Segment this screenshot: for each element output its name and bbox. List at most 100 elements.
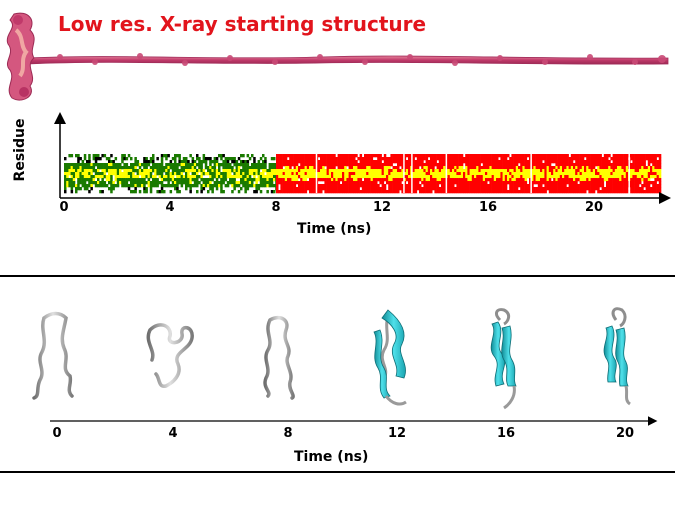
heatmap-cell-red xyxy=(458,181,462,185)
heatmap-cell-red xyxy=(619,190,622,194)
heatmap-cell-yellow xyxy=(416,172,420,176)
heatmap-cell-red xyxy=(650,169,653,173)
heatmap-cell-red xyxy=(520,163,523,167)
heatmap-cell-yellow xyxy=(513,172,517,176)
heatmap-cell-yellow xyxy=(586,172,589,176)
heatmap-cell-yellow xyxy=(284,178,288,182)
heatmap-cell-yellow xyxy=(606,175,609,179)
heatmap-cell-red xyxy=(476,190,479,194)
heatmap-cell-yellow xyxy=(434,169,437,173)
heatmap-cell-red xyxy=(427,181,431,185)
heatmap-cell-green xyxy=(68,154,71,158)
heatmap-cell-green xyxy=(145,157,148,161)
heatmap-cell-red xyxy=(551,172,554,176)
heatmap-cell-red xyxy=(348,163,352,167)
heatmap-cell-red xyxy=(619,157,622,161)
heatmap-cell-red xyxy=(513,169,517,173)
heatmap-cell-yellow xyxy=(182,163,186,167)
heatmap-cell-red xyxy=(342,178,345,182)
heatmap-cell-green xyxy=(99,181,102,185)
heatmap-cell-red xyxy=(522,154,525,158)
heatmap-cell-green xyxy=(116,163,120,167)
heatmap-cell-red xyxy=(287,178,290,182)
heatmap-cell-green xyxy=(138,166,142,170)
heatmap-cell-yellow xyxy=(86,169,89,173)
heatmap-cell-green xyxy=(266,181,269,185)
heatmap-cell-green xyxy=(127,172,131,176)
heatmap-cell-red xyxy=(317,154,321,158)
heatmap-cell-yellow xyxy=(66,175,69,179)
heatmap-cell-yellow xyxy=(496,169,499,173)
heatmap-cell-red xyxy=(573,166,576,170)
heatmap-cell-yellow xyxy=(548,175,552,179)
heatmap-cell-green xyxy=(145,163,148,167)
heatmap-cell-yellow xyxy=(233,169,236,173)
heatmap-cell-red xyxy=(562,169,565,173)
heatmap-cell-yellow xyxy=(255,172,258,176)
heatmap-cell-red xyxy=(601,160,605,164)
heatmap-cell-green xyxy=(121,181,124,185)
heatmap-cell-red xyxy=(320,163,323,167)
heatmap-cell-red xyxy=(425,184,429,188)
heatmap-cell-red xyxy=(579,163,583,167)
heatmap-cell-red xyxy=(568,166,572,170)
heatmap-cell-red xyxy=(432,169,435,173)
heatmap-cell-red xyxy=(636,169,640,173)
heatmap-cell-red xyxy=(425,172,429,176)
heatmap-cell-yellow xyxy=(132,175,135,179)
heatmap-cell-green xyxy=(81,169,85,173)
heatmap-cell-red xyxy=(394,160,398,164)
heatmap-cell-red xyxy=(381,166,385,170)
snapshot-tick-20: 20 xyxy=(615,426,635,441)
heatmap-cell-yellow xyxy=(619,166,622,170)
heatmap-cell-red xyxy=(570,178,574,182)
heatmap-cell-red xyxy=(592,160,596,164)
heatmap-cell-red xyxy=(322,154,325,158)
heatmap-cell-green xyxy=(264,184,267,188)
heatmap-cell-red xyxy=(280,181,283,185)
heatmap-cell-red xyxy=(498,184,501,188)
heatmap-cell-red xyxy=(403,181,407,185)
heatmap-cell-red xyxy=(368,184,371,188)
heatmap-cell-red xyxy=(346,154,349,158)
heatmap-cell-red xyxy=(311,163,314,167)
heatmap-cell-yellow xyxy=(603,172,607,176)
heatmap-cell-red xyxy=(377,163,380,167)
heatmap-cell-red xyxy=(355,184,358,188)
heatmap-cell-green xyxy=(70,184,74,188)
heatmap-cell-red xyxy=(623,166,627,170)
heatmap-cell-yellow xyxy=(403,178,407,182)
heatmap-cell-yellow xyxy=(337,169,341,173)
heatmap-cell-red xyxy=(357,166,360,170)
heatmap-cell-green xyxy=(178,154,181,158)
heatmap-cell-red xyxy=(397,166,400,170)
heatmap-cell-green xyxy=(141,169,144,173)
heatmap-cell-red xyxy=(617,190,620,194)
heatmap-cell-red xyxy=(339,178,343,182)
heatmap-cell-red xyxy=(293,190,297,194)
heatmap-cell-yellow xyxy=(136,175,140,179)
heatmap-cell-red xyxy=(313,178,316,182)
heatmap-cell-black xyxy=(191,160,195,164)
heatmap-cell-red xyxy=(293,160,297,164)
heatmap-cell-red xyxy=(656,178,660,182)
heatmap-cell-yellow xyxy=(361,169,365,173)
heatmap-cell-black xyxy=(94,157,98,161)
heatmap-cell-yellow xyxy=(443,175,446,179)
heatmap-cell-green xyxy=(99,172,102,176)
heatmap-cell-red xyxy=(342,181,345,185)
heatmap-cell-red xyxy=(287,181,290,185)
heatmap-cell-green xyxy=(178,157,181,161)
heatmap-cell-red xyxy=(463,157,466,161)
heatmap-cell-red xyxy=(441,181,444,185)
heatmap-cell-red xyxy=(412,169,415,173)
heatmap-cell-yellow xyxy=(75,184,78,188)
heatmap-cell-red xyxy=(364,154,367,158)
heatmap-cell-red xyxy=(524,187,528,191)
heatmap-cell-red xyxy=(432,184,435,188)
heatmap-cell-red xyxy=(562,190,565,194)
heatmap-cell-red xyxy=(511,190,514,194)
heatmap-cell-red xyxy=(535,166,539,170)
heatmap-cell-red xyxy=(353,190,356,194)
heatmap-cell-red xyxy=(581,190,585,194)
